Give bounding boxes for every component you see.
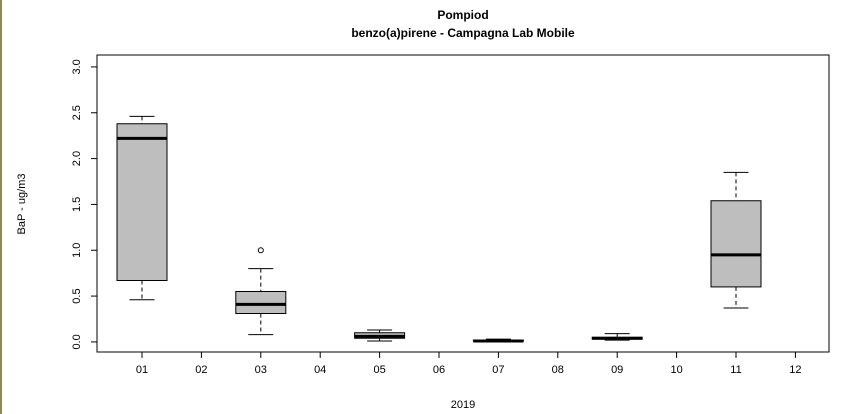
left-border: [0, 0, 2, 414]
y-tick-label: 2.0: [71, 151, 83, 166]
x-tick-label: 04: [314, 364, 326, 376]
outlier: [257, 247, 264, 254]
x-tick-label: 11: [730, 364, 741, 376]
x-tick-label: 06: [433, 364, 445, 376]
x-tick-label: 09: [611, 364, 623, 376]
y-axis-label: BaP - ug/m3: [16, 174, 28, 235]
box: [710, 200, 762, 288]
plot-frame: [96, 54, 830, 353]
x-tick-label: 05: [373, 364, 385, 376]
x-tick-label: 02: [195, 364, 207, 376]
y-tick-label: 1.5: [71, 197, 83, 212]
x-tick-label: 01: [136, 364, 148, 376]
box: [116, 123, 168, 281]
y-tick-label: 0.5: [71, 288, 83, 303]
y-tick-label: 2.5: [71, 105, 83, 120]
x-tick-label: 08: [552, 364, 564, 376]
box: [235, 291, 287, 314]
y-tick-label: 3.0: [71, 59, 83, 74]
y-tick-label: 0.0: [71, 334, 83, 349]
y-tick-label: 1.0: [71, 243, 83, 258]
chart-title: Pompiod: [437, 8, 488, 22]
x-tick-label: 10: [670, 364, 682, 376]
x-tick-label: 03: [255, 364, 267, 376]
x-axis-label: 2019: [451, 399, 475, 411]
chart-subtitle: benzo(a)pirene - Campagna Lab Mobile: [351, 26, 575, 40]
x-tick-label: 07: [492, 364, 504, 376]
x-tick-label: 12: [789, 364, 801, 376]
